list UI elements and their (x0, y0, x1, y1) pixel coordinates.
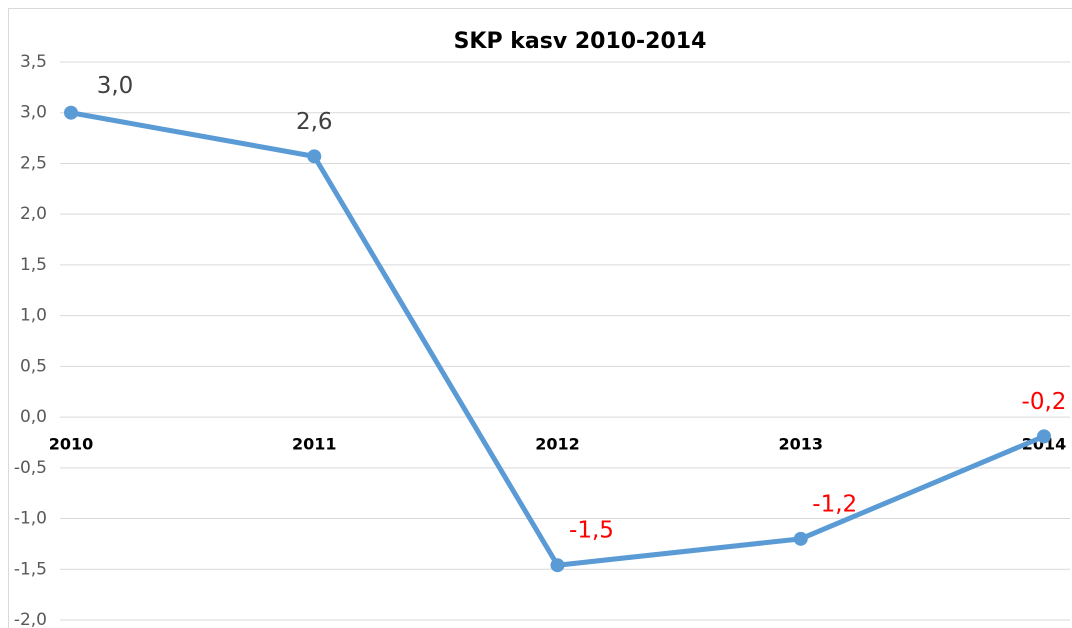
marker (64, 105, 78, 120)
data-label: 2,6 (296, 109, 333, 135)
y-tick-label: 1,0 (20, 306, 47, 326)
data-label: -1,2 (812, 491, 857, 517)
chart-title: SKP kasv 2010-2014 (454, 29, 707, 54)
y-tick-label: 0,5 (20, 356, 47, 376)
data-label: -0,2 (1022, 389, 1067, 415)
y-tick-label: -2,0 (14, 610, 47, 628)
x-tick-label: 2011 (292, 435, 337, 454)
y-tick-label: -0,5 (14, 458, 47, 478)
y-tick-label: 0,0 (20, 407, 47, 427)
x-tick-label: 2012 (535, 435, 580, 454)
y-tick-label: -1,5 (14, 559, 47, 579)
y-tick-label: 3,5 (20, 52, 47, 72)
marker (550, 558, 565, 573)
data-label: -1,5 (569, 518, 614, 544)
y-tick-label: 2,5 (20, 153, 47, 173)
data-label: 3,0 (97, 73, 134, 99)
y-tick-label: 2,0 (20, 204, 47, 224)
marker (1037, 429, 1051, 444)
marker (793, 531, 808, 546)
y-tick-label: 1,5 (20, 255, 47, 275)
x-tick-label: 2013 (778, 435, 823, 454)
y-tick-label: -1,0 (14, 509, 47, 529)
chart-frame (8, 8, 1072, 628)
x-tick-label: 2010 (49, 435, 94, 454)
marker (307, 149, 322, 164)
y-tick-label: 3,0 (20, 103, 47, 123)
